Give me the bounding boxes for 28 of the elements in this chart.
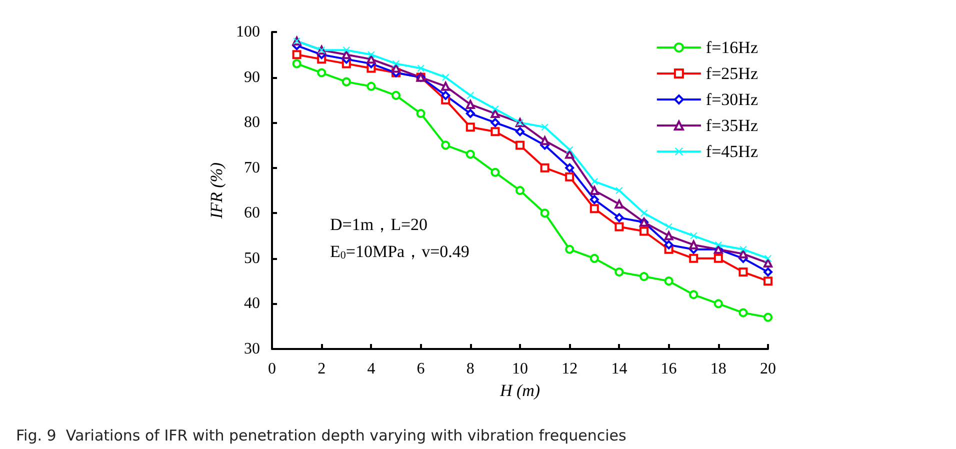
x-tick-label: 16 [660, 360, 677, 378]
y-tick-label: 60 [244, 204, 260, 222]
legend-label: f=30Hz [706, 90, 758, 109]
y-tick-label: 100 [236, 24, 260, 40]
legend-label: f=16Hz [706, 38, 758, 57]
x-tick-label: 20 [760, 360, 776, 378]
x-tick-label: 12 [562, 360, 578, 378]
y-tick-label: 50 [244, 250, 260, 267]
legend-label: f=35Hz [706, 116, 758, 135]
x-tick-label: 2 [318, 360, 326, 378]
y-axis-title: IFR (%) [207, 162, 226, 220]
x-tick-label: 18 [710, 360, 726, 378]
y-tick-label: 70 [244, 159, 260, 176]
y-tick-label: 30 [244, 340, 260, 358]
x-axis-title: H (m) [498, 380, 540, 400]
y-tick-label: 40 [244, 295, 260, 312]
legend-label: f=25Hz [706, 64, 758, 83]
x-tick-label: 0 [268, 360, 276, 378]
x-tick-label: 8 [466, 360, 474, 378]
annotation: D=1m，L=20 [330, 215, 428, 234]
x-tick-label: 6 [416, 360, 425, 378]
x-tick-label: 4 [367, 360, 376, 378]
x-tick-label: 10 [512, 360, 528, 378]
legend-label: f=45Hz [706, 142, 758, 161]
caption: Fig. 9 Variations of IFR with penetration depth varying with vibration frequencies [16, 426, 627, 444]
y-tick-label: 90 [244, 68, 260, 86]
x-tick-label: 14 [611, 360, 628, 378]
y-tick-label: 80 [244, 114, 260, 132]
